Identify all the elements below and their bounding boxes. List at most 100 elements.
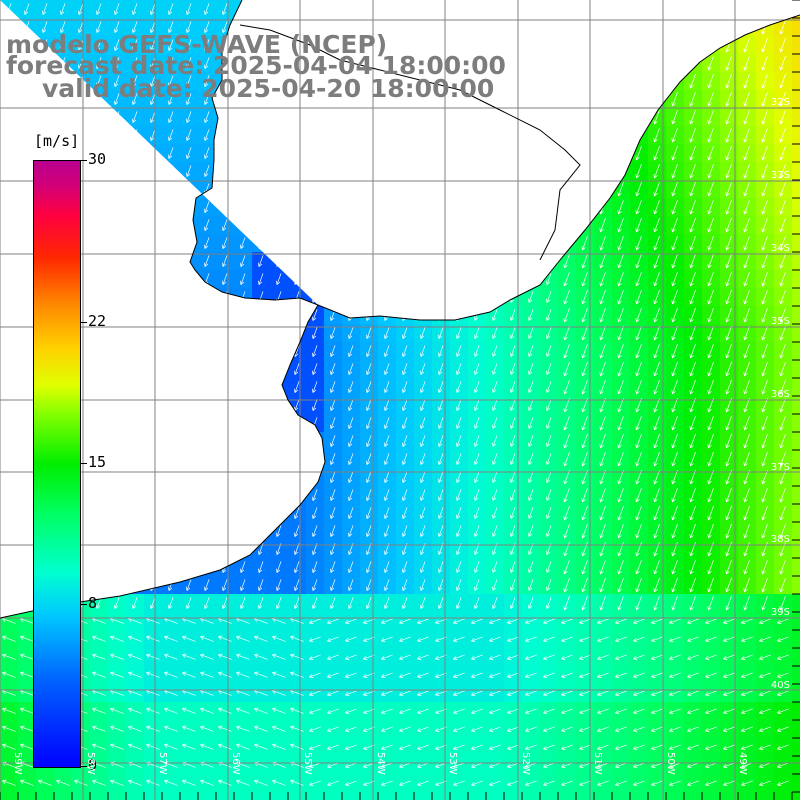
- wind-cell: [288, 180, 306, 198]
- wind-arrow: [492, 111, 498, 123]
- wind-arrow: [240, 3, 246, 15]
- wind-cell: [486, 18, 504, 36]
- wind-cell: [486, 198, 504, 216]
- wind-cell: [396, 144, 414, 162]
- wind-cell: [126, 198, 144, 216]
- wind-arrow: [402, 219, 408, 231]
- wind-cell: [558, 198, 576, 216]
- wind-arrow: [581, 1, 588, 17]
- wind-cell: [468, 144, 486, 162]
- wind-arrow: [132, 471, 138, 483]
- wind-arrow: [689, 1, 696, 17]
- wind-cell: [144, 378, 162, 396]
- wind-arrow: [546, 21, 552, 33]
- wind-cell: [504, 792, 522, 800]
- wind-arrow: [6, 507, 12, 519]
- wind-arrow: [132, 345, 138, 357]
- wind-arrow: [312, 3, 318, 15]
- wind-arrow: [96, 273, 102, 285]
- wind-arrow: [707, 19, 714, 35]
- wind-arrow: [114, 147, 120, 159]
- wind-cell: [306, 234, 324, 252]
- wind-cell: [540, 90, 558, 108]
- wind-cell: [792, 468, 800, 486]
- wind-cell: [486, 216, 504, 234]
- wind-arrow: [456, 39, 462, 51]
- wind-cell: [216, 378, 234, 396]
- wind-arrow: [222, 129, 228, 141]
- wind-cell: [378, 108, 396, 126]
- wind-arrow: [150, 219, 156, 231]
- wind-cell: [612, 792, 630, 800]
- wind-cell: [0, 594, 18, 612]
- wind-cell: [108, 306, 126, 324]
- wind-cell: [198, 432, 216, 450]
- wind-arrow: [294, 147, 300, 159]
- wind-cell: [378, 288, 396, 306]
- wind-cell: [324, 108, 342, 126]
- wind-arrow: [204, 381, 210, 393]
- wind-arrow: [6, 183, 12, 195]
- wind-arrow: [294, 183, 300, 195]
- wind-cell: [504, 54, 522, 72]
- wind-arrow: [581, 73, 588, 89]
- wind-arrow: [402, 237, 408, 249]
- wind-arrow: [240, 165, 246, 177]
- wind-arrow: [168, 363, 174, 375]
- wind-arrow: [168, 165, 174, 177]
- wind-arrow: [96, 579, 102, 591]
- wind-arrow: [635, 55, 642, 71]
- wind-cell: [378, 144, 396, 162]
- wind-cell: [396, 792, 414, 800]
- wind-arrow: [312, 165, 318, 177]
- wind-arrow: [348, 3, 354, 15]
- wind-cell: [288, 468, 306, 486]
- wind-cell: [414, 126, 432, 144]
- wind-cell: [270, 306, 288, 324]
- wind-arrow: [743, 19, 750, 35]
- wind-arrow: [438, 201, 444, 213]
- wind-arrow: [168, 291, 174, 303]
- wind-arrow: [510, 237, 516, 249]
- wind-arrow: [546, 39, 552, 51]
- wind-cell: [576, 180, 594, 198]
- wind-arrow: [204, 453, 210, 465]
- wind-cell: [486, 180, 504, 198]
- wind-arrow: [366, 219, 372, 231]
- wind-cell: [306, 108, 324, 126]
- wind-arrow: [294, 453, 300, 465]
- wind-arrow: [294, 129, 300, 141]
- wind-arrow: [384, 129, 390, 141]
- wind-arrow: [132, 399, 138, 411]
- wind-cell: [432, 234, 450, 252]
- wind-cell: [666, 36, 684, 54]
- wind-cell: [576, 108, 594, 126]
- wind-arrow: [114, 471, 120, 483]
- wind-cell: [414, 18, 432, 36]
- wind-cell: [0, 342, 18, 360]
- wind-cell: [432, 198, 450, 216]
- wind-cell: [126, 432, 144, 450]
- wind-cell: [198, 414, 216, 432]
- wind-cell: [234, 162, 252, 180]
- wind-cell: [468, 18, 486, 36]
- wind-cell: [144, 144, 162, 162]
- wind-arrow: [456, 201, 462, 213]
- wind-arrow: [168, 273, 174, 285]
- wind-cell: [0, 486, 18, 504]
- wind-arrow: [132, 255, 138, 267]
- wind-arrow: [276, 147, 282, 159]
- wind-cell: [792, 594, 800, 612]
- wind-arrow: [546, 3, 552, 15]
- wind-cell: [792, 90, 800, 108]
- wind-cell: [540, 162, 558, 180]
- wind-cell: [792, 414, 800, 432]
- wind-cell: [792, 288, 800, 306]
- wind-cell: [18, 792, 36, 800]
- wind-cell: [144, 162, 162, 180]
- wind-arrow: [546, 129, 552, 141]
- wind-arrow: [581, 109, 588, 125]
- wind-arrow: [204, 489, 210, 501]
- wind-cell: [162, 396, 180, 414]
- wind-cell: [432, 792, 450, 800]
